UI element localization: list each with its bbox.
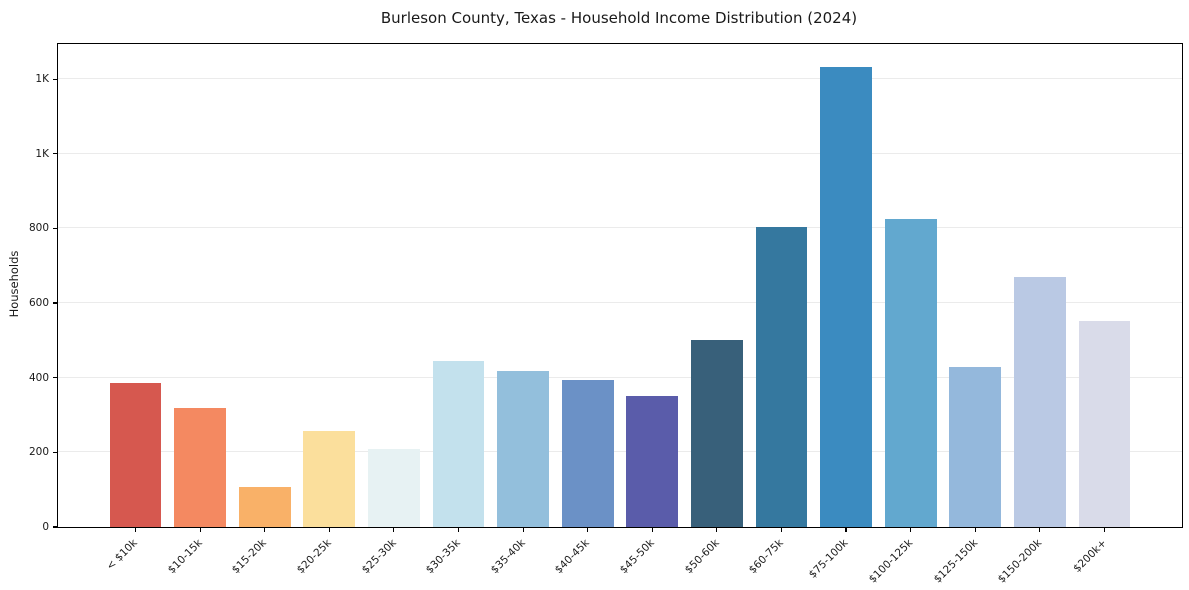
x-tick-label: $100-125k [866,537,916,586]
x-tick-label: $60-75k [746,537,786,577]
x-tick-mark [716,527,718,532]
y-tick-label: 800 [28,222,49,235]
x-tick-mark [651,527,653,532]
bar-60-75k [755,227,808,527]
x-tick-mark [910,527,912,532]
bar-75-100k [820,67,872,527]
x-tick-label: $45-50k [617,537,657,577]
y-tick-mark [53,227,58,229]
gridline [58,78,1182,80]
x-tick-mark [522,527,524,532]
x-tick-label: $40-45k [553,537,593,577]
bar-40-45k [561,379,614,527]
y-tick-label: 200 [28,446,49,459]
y-tick-mark [53,451,58,453]
x-tick-label: $150-200k [995,537,1045,586]
x-tick-label: $125-150k [931,537,980,586]
gridline [58,152,1182,154]
gridline [58,227,1182,229]
bar-15-20k [238,486,291,527]
x-tick-mark [264,527,266,532]
bar-30-35k [432,361,485,527]
x-tick-label: < $10k [104,537,141,573]
y-tick-mark [53,78,58,80]
y-tick-label: 600 [28,297,49,310]
bar-20-25k [303,431,356,527]
x-tick-label: $30-35k [423,537,464,577]
x-tick-mark [393,527,395,532]
bar-10k [109,383,162,527]
x-tick-mark [780,527,783,532]
gridline [58,451,1182,453]
bar-35-40k [497,371,549,527]
x-tick-mark [974,527,976,532]
x-tick-label: $200k+ [1071,537,1109,575]
y-tick-mark [53,153,58,155]
y-tick-mark [53,526,58,528]
bar-50-60k [691,340,743,527]
x-tick-label: $75-100k [806,537,851,581]
y-tick-mark [53,302,58,304]
x-tick-mark [199,527,201,532]
plot-area: 0 200 400 600 800 1K 1K < $10k $10-15k $15-20k $20… [29,43,1183,586]
bar-150-200k [1014,277,1066,527]
x-tick-label: $10-15k [165,537,205,577]
bar-100-125k [884,218,937,527]
x-tick-mark [134,527,137,532]
chart-title: Burleson County, Texas - Household Incom… [380,9,858,27]
x-tick-mark [1039,527,1041,532]
x-tick-mark [845,527,847,532]
bar-25-30k [368,448,420,527]
y-tick-mark [53,377,58,379]
gridline [58,302,1182,304]
y-tick-label: 1K [35,73,49,86]
gridline [58,376,1182,378]
x-tick-mark [587,527,589,532]
bar-200k [1078,321,1131,527]
x-tick-label: $35-40k [488,537,528,577]
bar-10-15k [174,408,226,527]
y-tick-label: 1K [35,147,49,160]
y-tick-label: 0 [42,521,49,533]
x-tick-label: $50-60k [682,537,722,577]
x-tick-label: $15-20k [230,537,270,577]
x-tick-mark [457,527,460,532]
x-tick-mark [328,527,330,532]
y-tick-label: 400 [28,371,49,384]
y-axis-label: Households [7,250,21,318]
bar-45-50k [626,396,679,527]
bar-125-150k [949,367,1002,527]
x-tick-mark [1103,527,1106,532]
x-tick-label: $20-25k [294,537,334,577]
x-tick-label: $25-30k [359,537,399,577]
